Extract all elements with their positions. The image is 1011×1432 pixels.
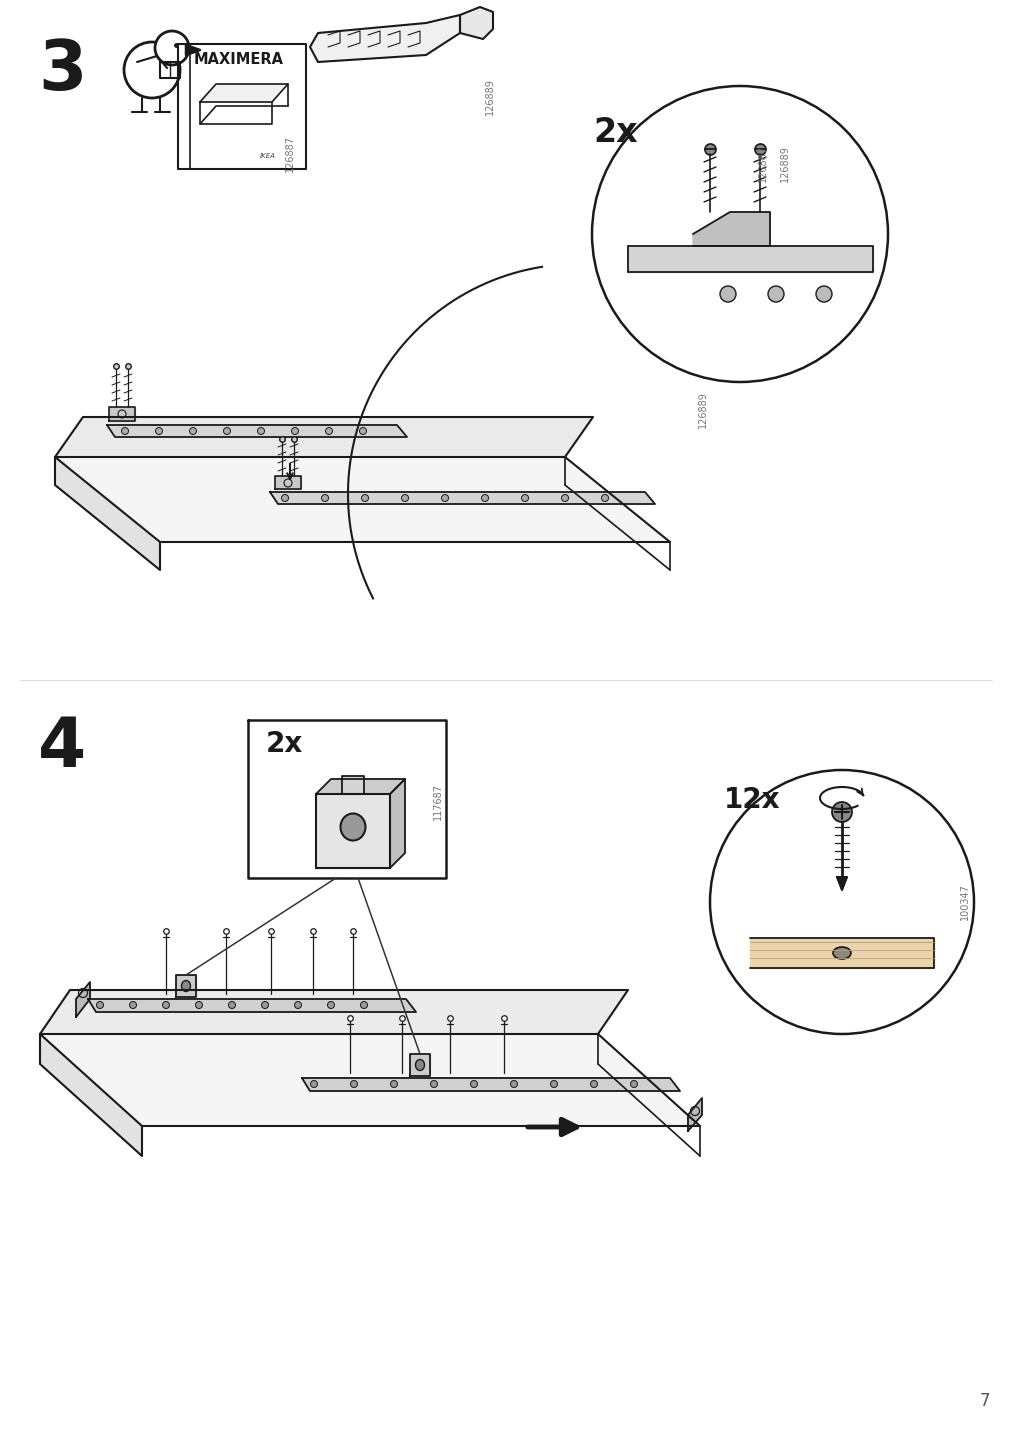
Polygon shape xyxy=(186,44,200,54)
Polygon shape xyxy=(109,407,134,421)
Circle shape xyxy=(310,1081,317,1087)
Circle shape xyxy=(359,428,366,434)
Circle shape xyxy=(257,428,264,434)
Polygon shape xyxy=(55,417,592,457)
Polygon shape xyxy=(693,212,769,246)
Polygon shape xyxy=(55,457,160,570)
Text: 100347: 100347 xyxy=(959,884,969,921)
Circle shape xyxy=(294,1001,301,1008)
Polygon shape xyxy=(389,779,404,868)
Text: 2x: 2x xyxy=(592,116,637,149)
Polygon shape xyxy=(176,975,196,997)
Circle shape xyxy=(831,802,851,822)
Text: IKEA: IKEA xyxy=(260,153,276,159)
Circle shape xyxy=(470,1081,477,1087)
Circle shape xyxy=(195,1001,202,1008)
Polygon shape xyxy=(628,246,872,272)
Polygon shape xyxy=(687,1098,702,1131)
Text: 126889: 126889 xyxy=(484,79,494,116)
Circle shape xyxy=(321,494,329,501)
Text: 4: 4 xyxy=(38,715,86,780)
Text: 117687: 117687 xyxy=(433,783,443,821)
Polygon shape xyxy=(275,475,300,488)
Ellipse shape xyxy=(340,813,365,841)
Text: 12x: 12x xyxy=(723,786,779,813)
Circle shape xyxy=(510,1081,517,1087)
Text: 7: 7 xyxy=(979,1392,989,1411)
Circle shape xyxy=(350,1081,357,1087)
Ellipse shape xyxy=(181,981,190,991)
Circle shape xyxy=(129,1001,136,1008)
Circle shape xyxy=(401,494,408,501)
Polygon shape xyxy=(107,425,406,437)
Polygon shape xyxy=(88,1000,416,1012)
Polygon shape xyxy=(40,1034,700,1126)
Polygon shape xyxy=(76,982,90,1017)
Circle shape xyxy=(223,428,231,434)
Circle shape xyxy=(591,86,887,382)
Polygon shape xyxy=(200,84,288,102)
Polygon shape xyxy=(409,1054,430,1075)
Polygon shape xyxy=(40,1034,142,1156)
Circle shape xyxy=(430,1081,437,1087)
Polygon shape xyxy=(836,876,846,891)
Circle shape xyxy=(326,428,333,434)
Circle shape xyxy=(481,494,488,501)
Circle shape xyxy=(361,494,368,501)
Ellipse shape xyxy=(416,1060,424,1071)
Text: 126889: 126889 xyxy=(779,146,790,182)
Circle shape xyxy=(163,1001,169,1008)
Circle shape xyxy=(630,1081,637,1087)
Text: 126887: 126887 xyxy=(757,146,767,182)
Ellipse shape xyxy=(832,947,850,959)
Circle shape xyxy=(328,1001,335,1008)
Circle shape xyxy=(96,1001,103,1008)
Circle shape xyxy=(521,494,528,501)
Circle shape xyxy=(291,428,298,434)
Polygon shape xyxy=(749,938,933,968)
Text: 3: 3 xyxy=(38,37,86,105)
Polygon shape xyxy=(309,14,460,62)
Circle shape xyxy=(228,1001,236,1008)
Circle shape xyxy=(261,1001,268,1008)
Polygon shape xyxy=(315,793,389,868)
Circle shape xyxy=(719,286,735,302)
Circle shape xyxy=(121,428,128,434)
Circle shape xyxy=(281,494,288,501)
Circle shape xyxy=(124,42,180,97)
Circle shape xyxy=(710,770,973,1034)
Text: MAXIMERA: MAXIMERA xyxy=(194,52,284,67)
Polygon shape xyxy=(270,493,654,504)
Text: 2x: 2x xyxy=(266,730,303,758)
Circle shape xyxy=(360,1001,367,1008)
Polygon shape xyxy=(342,776,364,793)
Text: 126887: 126887 xyxy=(285,135,295,172)
Circle shape xyxy=(589,1081,596,1087)
Circle shape xyxy=(561,494,568,501)
Circle shape xyxy=(601,494,608,501)
Circle shape xyxy=(189,428,196,434)
Circle shape xyxy=(441,494,448,501)
Circle shape xyxy=(155,32,189,64)
Circle shape xyxy=(767,286,784,302)
Polygon shape xyxy=(315,779,404,793)
Circle shape xyxy=(390,1081,397,1087)
Circle shape xyxy=(815,286,831,302)
Polygon shape xyxy=(460,7,492,39)
Polygon shape xyxy=(40,990,628,1034)
Text: 126889: 126889 xyxy=(698,391,708,428)
Polygon shape xyxy=(301,1078,679,1091)
Polygon shape xyxy=(55,457,669,541)
Circle shape xyxy=(550,1081,557,1087)
Circle shape xyxy=(156,428,163,434)
